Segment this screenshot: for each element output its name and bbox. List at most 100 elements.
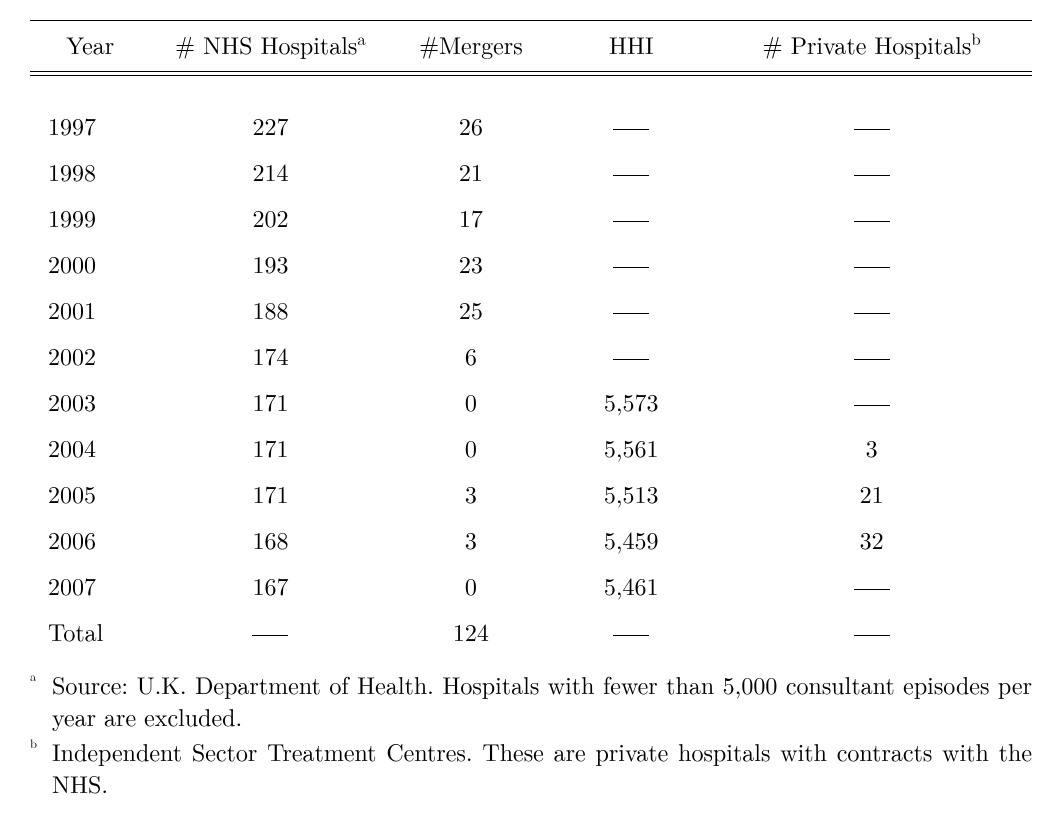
footnote-b: b Independent Sector Treatment Centres. …	[30, 735, 1032, 800]
table-row: 200019323	[30, 240, 1032, 286]
dash-icon	[613, 359, 649, 360]
cell-mergers: 17	[391, 194, 551, 240]
col-header-mergers: #Mergers	[391, 21, 551, 72]
cell-hhi	[551, 102, 711, 148]
cell-hhi: 5,561	[551, 424, 711, 470]
table-row: 199722726	[30, 102, 1032, 148]
cell-private: 21	[711, 470, 1032, 516]
dash-icon	[854, 221, 890, 222]
table-row: 199920217	[30, 194, 1032, 240]
cell-year: 2002	[30, 332, 150, 378]
cell-mergers: 3	[391, 516, 551, 562]
dash-icon	[854, 635, 890, 636]
cell-private: 32	[711, 516, 1032, 562]
cell-hhi: 5,513	[551, 470, 711, 516]
cell-nhs: 171	[150, 424, 390, 470]
cell-nhs: 174	[150, 332, 390, 378]
footnote-ref-b: b	[971, 26, 980, 50]
dash-icon	[613, 635, 649, 636]
cell-nhs: 167	[150, 562, 390, 608]
footnotes: a Source: U.K. Department of Health. Hos…	[30, 668, 1032, 800]
footnote-marker: a	[30, 668, 52, 733]
cell-year: 2006	[30, 516, 150, 562]
dash-icon	[854, 359, 890, 360]
table-row: 200517135,51321	[30, 470, 1032, 516]
dash-icon	[613, 175, 649, 176]
cell-private: 3	[711, 424, 1032, 470]
cell-hhi: 5,573	[551, 378, 711, 424]
cell-nhs	[150, 608, 390, 654]
dash-icon	[854, 175, 890, 176]
dash-icon	[252, 635, 288, 636]
col-header-nhs: # NHS Hospitalsa	[150, 21, 390, 72]
cell-private	[711, 102, 1032, 148]
col-header-private: # Private Hospitalsb	[711, 21, 1032, 72]
cell-year: 2005	[30, 470, 150, 516]
table-total-row: Total 124	[30, 608, 1032, 654]
table-body: 1997227261998214211999202172000193232001…	[30, 76, 1032, 654]
cell-mergers: 3	[391, 470, 551, 516]
cell-private	[711, 194, 1032, 240]
table-row: 20021746	[30, 332, 1032, 378]
footnote-text: Source: U.K. Department of Health. Hospi…	[52, 668, 1032, 733]
data-table: Year # NHS Hospitalsa #Mergers HHI # Pri…	[30, 20, 1032, 654]
table-row: 200716705,461	[30, 562, 1032, 608]
cell-mergers: 0	[391, 424, 551, 470]
cell-private	[711, 240, 1032, 286]
cell-nhs: 214	[150, 148, 390, 194]
table-row: 200317105,573	[30, 378, 1032, 424]
cell-private	[711, 286, 1032, 332]
cell-mergers: 26	[391, 102, 551, 148]
table-row: 200616835,45932	[30, 516, 1032, 562]
dash-icon	[854, 313, 890, 314]
cell-nhs: 202	[150, 194, 390, 240]
cell-private	[711, 148, 1032, 194]
dash-icon	[613, 221, 649, 222]
table-header: Year # NHS Hospitalsa #Mergers HHI # Pri…	[30, 21, 1032, 77]
cell-mergers: 23	[391, 240, 551, 286]
dash-icon	[613, 267, 649, 268]
dash-icon	[854, 267, 890, 268]
cell-nhs: 168	[150, 516, 390, 562]
cell-year: 2003	[30, 378, 150, 424]
cell-year: 1998	[30, 148, 150, 194]
cell-private	[711, 378, 1032, 424]
cell-mergers: 21	[391, 148, 551, 194]
cell-year: 1997	[30, 102, 150, 148]
dash-icon	[613, 313, 649, 314]
cell-hhi: 5,461	[551, 562, 711, 608]
footnote-ref-a: a	[357, 26, 365, 50]
cell-mergers: 6	[391, 332, 551, 378]
footnote-a: a Source: U.K. Department of Health. Hos…	[30, 668, 1032, 733]
cell-hhi	[551, 148, 711, 194]
table-row: 200118825	[30, 286, 1032, 332]
dash-icon	[613, 129, 649, 130]
table-row: 200417105,5613	[30, 424, 1032, 470]
cell-nhs: 171	[150, 470, 390, 516]
cell-year: 1999	[30, 194, 150, 240]
col-header-hhi: HHI	[551, 21, 711, 72]
dash-icon	[854, 129, 890, 130]
cell-mergers: 0	[391, 562, 551, 608]
footnote-text: Independent Sector Treatment Centres. Th…	[52, 735, 1032, 800]
cell-hhi	[551, 332, 711, 378]
cell-year: 2004	[30, 424, 150, 470]
cell-year: Total	[30, 608, 150, 654]
cell-hhi: 5,459	[551, 516, 711, 562]
cell-year: 2000	[30, 240, 150, 286]
cell-hhi	[551, 608, 711, 654]
cell-private	[711, 562, 1032, 608]
cell-hhi	[551, 194, 711, 240]
cell-mergers: 124	[391, 608, 551, 654]
cell-hhi	[551, 240, 711, 286]
table-row: 199821421	[30, 148, 1032, 194]
dash-icon	[854, 589, 890, 590]
cell-nhs: 188	[150, 286, 390, 332]
col-header-year: Year	[30, 21, 150, 72]
cell-hhi	[551, 286, 711, 332]
cell-mergers: 0	[391, 378, 551, 424]
cell-nhs: 227	[150, 102, 390, 148]
cell-year: 2001	[30, 286, 150, 332]
cell-private	[711, 608, 1032, 654]
cell-nhs: 193	[150, 240, 390, 286]
